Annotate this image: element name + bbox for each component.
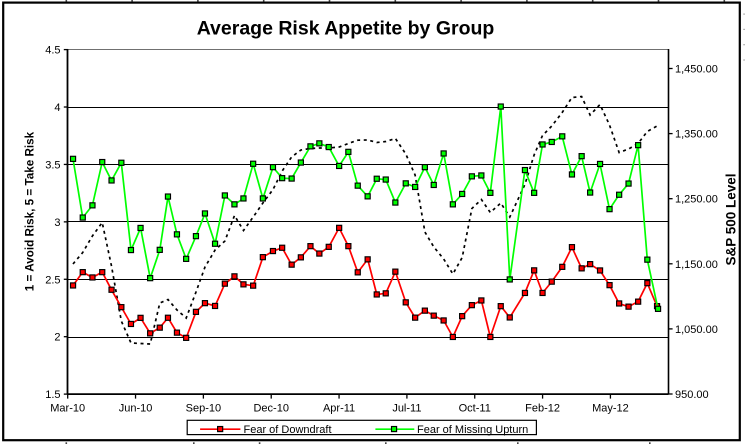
svg-text:Mar-10: Mar-10	[50, 403, 85, 415]
svg-text:Apr-11: Apr-11	[323, 403, 355, 415]
svg-text:Fear of Downdraft: Fear of Downdraft	[244, 424, 332, 436]
svg-text:1,150.00: 1,150.00	[675, 259, 718, 271]
svg-text:Average Risk Appetite by Group: Average Risk Appetite by Group	[197, 18, 495, 40]
svg-text:S&P 500 Level: S&P 500 Level	[724, 173, 739, 265]
svg-text:Dec-10: Dec-10	[253, 403, 288, 415]
svg-text:1.5: 1.5	[45, 389, 60, 401]
svg-text:May-12: May-12	[592, 403, 629, 415]
svg-text:1,450.00: 1,450.00	[675, 64, 718, 76]
svg-text:Oct-11: Oct-11	[459, 403, 491, 415]
svg-text:2: 2	[54, 332, 60, 344]
svg-text:Sep-10: Sep-10	[186, 403, 221, 415]
svg-text:3.5: 3.5	[45, 159, 60, 171]
svg-text:1,050.00: 1,050.00	[675, 324, 718, 336]
svg-text:2.5: 2.5	[45, 274, 60, 286]
svg-text:4: 4	[54, 102, 60, 114]
svg-text:1,250.00: 1,250.00	[675, 194, 718, 206]
svg-text:3: 3	[54, 217, 60, 229]
svg-text:Jun-10: Jun-10	[119, 403, 153, 415]
svg-text:4.5: 4.5	[45, 45, 60, 57]
svg-text:950.00: 950.00	[675, 389, 709, 401]
svg-text:Feb-12: Feb-12	[525, 403, 560, 415]
svg-text:Fear of Missing Upturn: Fear of Missing Upturn	[417, 424, 528, 436]
svg-text:1,350.00: 1,350.00	[675, 129, 718, 141]
svg-text:1 = Avoid Risk, 5 = Take Risk: 1 = Avoid Risk, 5 = Take Risk	[24, 131, 37, 291]
svg-text:Jul-11: Jul-11	[392, 403, 421, 415]
